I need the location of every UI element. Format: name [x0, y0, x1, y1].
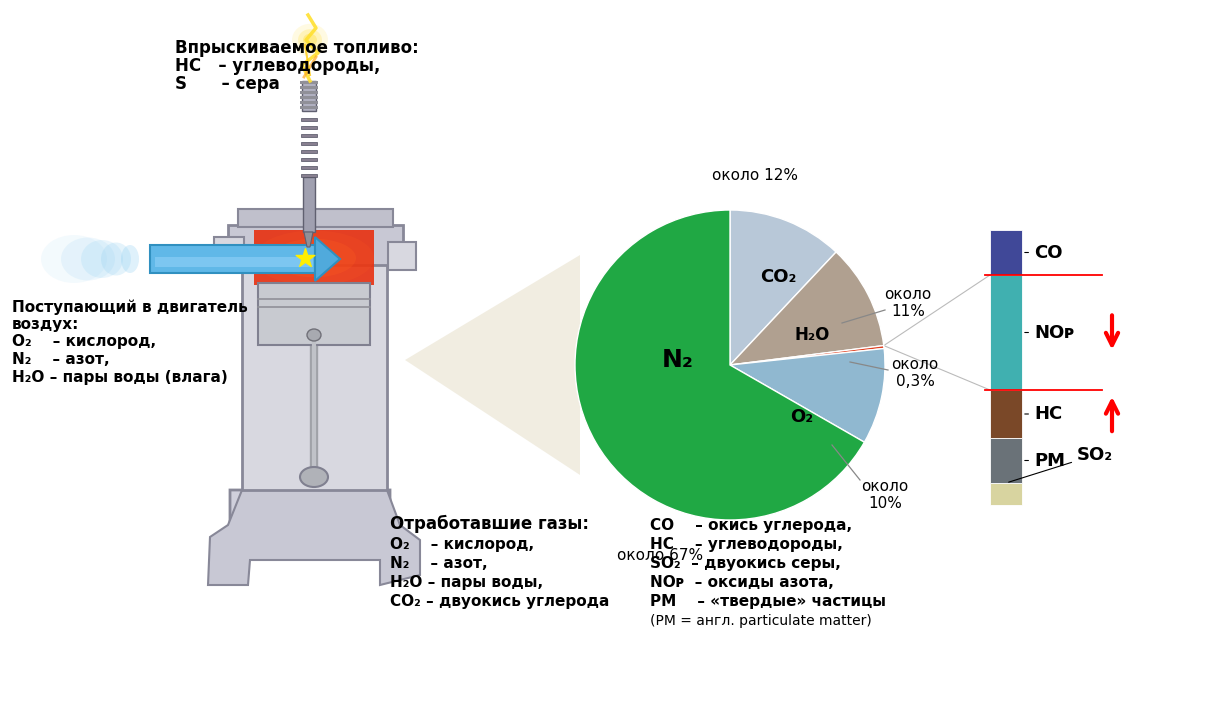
Text: H₂O: H₂O [795, 326, 830, 344]
Ellipse shape [292, 24, 328, 57]
Polygon shape [405, 255, 580, 475]
Wedge shape [730, 346, 884, 365]
Text: HC    – углеводороды,: HC – углеводороды, [650, 537, 842, 552]
Wedge shape [575, 210, 864, 520]
Text: O₂    – кислород,: O₂ – кислород, [389, 537, 534, 552]
Text: CO    – окись углерода,: CO – окись углерода, [650, 518, 852, 533]
Ellipse shape [61, 238, 115, 281]
Bar [302, 158, 317, 161]
Polygon shape [208, 490, 420, 585]
Bar [300, 106, 317, 109]
Bar [302, 166, 317, 169]
Bar [388, 242, 416, 270]
Text: Впрыскиваемое топливо:: Впрыскиваемое топливо: [175, 39, 419, 57]
Bar [302, 118, 317, 121]
Bar [302, 150, 317, 153]
Bar [242, 260, 387, 490]
Text: PM    – «твердые» частицы: PM – «твердые» частицы [650, 594, 886, 609]
Bar [990, 483, 1022, 505]
Text: O₂    – кислород,: O₂ – кислород, [12, 334, 156, 349]
Ellipse shape [81, 240, 123, 278]
Wedge shape [730, 252, 884, 365]
Ellipse shape [298, 29, 322, 51]
Bar [302, 81, 316, 111]
Polygon shape [304, 232, 313, 247]
Bar [300, 81, 317, 84]
Ellipse shape [121, 245, 139, 273]
Bar [302, 174, 317, 177]
Text: SO₂  – двуокись серы,: SO₂ – двуокись серы, [650, 556, 841, 571]
Text: (PM = англ. particulate matter): (PM = англ. particulate matter) [650, 614, 872, 628]
Text: CO₂: CO₂ [759, 268, 796, 286]
Text: около 67%: около 67% [617, 548, 703, 563]
Text: N₂: N₂ [662, 348, 694, 372]
Text: CO₂ – двуокись углерода: CO₂ – двуокись углерода [389, 594, 609, 609]
Ellipse shape [306, 329, 321, 341]
Bar [990, 230, 1022, 275]
Text: воздух:: воздух: [12, 317, 79, 332]
Text: H₂O – пары воды,: H₂O – пары воды, [389, 575, 543, 590]
Text: около
10%: около 10% [861, 478, 908, 511]
Point [295, 252, 315, 264]
Bar [302, 142, 317, 145]
Bar [300, 91, 317, 94]
Bar [990, 275, 1022, 390]
Text: S      – сера: S – сера [175, 75, 280, 93]
Text: NOᴘ  – оксиды азота,: NOᴘ – оксиды азота, [650, 575, 834, 590]
Ellipse shape [42, 235, 107, 283]
Text: O₂: O₂ [790, 408, 813, 426]
Text: SO₂: SO₂ [1009, 446, 1114, 482]
Bar [990, 438, 1022, 483]
Text: NOᴘ: NOᴘ [1024, 323, 1074, 341]
Wedge shape [730, 349, 885, 442]
Bar [254, 230, 374, 285]
Bar [303, 177, 315, 232]
Bar [302, 134, 317, 137]
Bar [300, 101, 317, 104]
Bar [228, 225, 403, 265]
Text: около
11%: около 11% [884, 287, 932, 319]
Ellipse shape [272, 239, 357, 277]
Text: N₂    – азот,: N₂ – азот, [389, 556, 487, 571]
Ellipse shape [254, 231, 374, 286]
Text: N₂    – азот,: N₂ – азот, [12, 352, 110, 367]
Text: около 12%: около 12% [712, 168, 799, 183]
Bar [238, 209, 393, 227]
Text: HC   – углеводороды,: HC – углеводороды, [175, 57, 381, 75]
Text: Отработавшие газы:: Отработавшие газы: [389, 515, 589, 533]
Ellipse shape [303, 33, 317, 46]
Bar [302, 126, 317, 129]
Wedge shape [730, 210, 836, 365]
Bar [214, 237, 244, 265]
Ellipse shape [300, 467, 328, 487]
Bar [300, 86, 317, 89]
Text: Поступающий в двигатель: Поступающий в двигатель [12, 299, 248, 315]
Bar [155, 257, 313, 267]
Polygon shape [230, 490, 389, 550]
Text: CO: CO [1024, 244, 1062, 262]
Ellipse shape [101, 242, 131, 276]
Text: около
0,3%: около 0,3% [891, 357, 939, 389]
Bar [258, 283, 370, 345]
Text: H₂O – пары воды (влага): H₂O – пары воды (влага) [12, 370, 228, 385]
Bar [300, 96, 317, 99]
Polygon shape [315, 237, 339, 281]
Bar [150, 245, 315, 273]
Text: PM: PM [1024, 452, 1065, 470]
Bar [990, 390, 1022, 438]
Text: HC: HC [1024, 405, 1062, 423]
